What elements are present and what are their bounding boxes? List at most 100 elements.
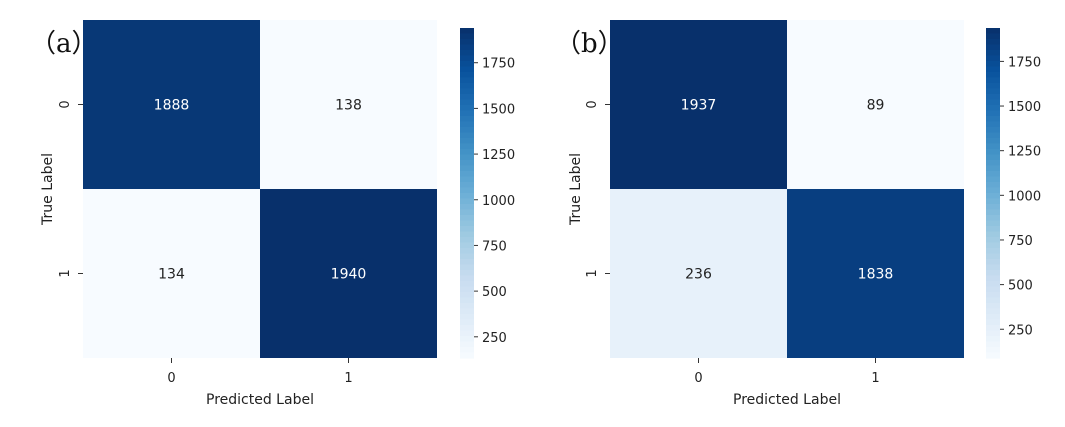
colorbar-segment (986, 171, 1000, 178)
colorbar-segment (986, 110, 1000, 117)
heatmap-cell (83, 189, 260, 358)
colorbar-segment (460, 330, 474, 337)
colorbar-segment (460, 143, 474, 150)
colorbar-segment (460, 187, 474, 194)
colorbar-segment (460, 341, 474, 348)
colorbar-segment (460, 28, 474, 35)
colorbar-tick-label: 500 (482, 285, 507, 300)
colorbar-segment (460, 204, 474, 211)
colorbar-segment (986, 50, 1000, 57)
heatmap-cell (610, 20, 787, 189)
colorbar-tick-label: 1750 (482, 57, 515, 72)
colorbar-tick-label: 1000 (1008, 189, 1041, 204)
colorbar-segment (460, 259, 474, 266)
x-axis-title: Predicted Label (733, 392, 841, 408)
x-tick-label: 0 (694, 371, 702, 386)
colorbar: 250 500 750 1000 1250 1500 1750 (460, 28, 515, 359)
colorbar-segment (460, 248, 474, 255)
colorbar-segment (460, 116, 474, 123)
colorbar-segment (986, 121, 1000, 128)
colorbar-segment (460, 215, 474, 222)
colorbar-segment (460, 77, 474, 84)
panel-label: （a） (30, 29, 98, 59)
colorbar-segment (460, 193, 474, 200)
colorbar-segment (986, 237, 1000, 244)
colorbar-segment (460, 149, 474, 156)
colorbar-segment (986, 303, 1000, 310)
colorbar-tick-label: 250 (1008, 323, 1033, 338)
colorbar-segment (986, 292, 1000, 299)
cell-value-label: 134 (158, 267, 185, 283)
colorbar-segment (460, 44, 474, 51)
colorbar-segment (460, 314, 474, 321)
colorbar-segment (460, 182, 474, 189)
colorbar-segment (986, 226, 1000, 233)
colorbar-segment (460, 264, 474, 271)
colorbar-segment (460, 253, 474, 260)
colorbar-segment (986, 83, 1000, 90)
colorbar-segment (460, 242, 474, 249)
colorbar-tick-label: 1750 (1008, 55, 1041, 70)
cell-value-label: 1937 (681, 98, 717, 114)
colorbar-segment (986, 193, 1000, 200)
colorbar-segment (986, 182, 1000, 189)
colorbar-tick-label: 500 (1008, 279, 1033, 294)
colorbar-segment (986, 248, 1000, 255)
colorbar-tick-label: 1250 (482, 148, 515, 163)
colorbar-segment (986, 187, 1000, 194)
colorbar-segment (986, 336, 1000, 343)
colorbar-segment (986, 154, 1000, 161)
colorbar-segment (986, 220, 1000, 227)
colorbar-segment (986, 105, 1000, 112)
colorbar-segment (986, 253, 1000, 260)
colorbar-tick-label: 750 (482, 239, 507, 254)
heatmap-cell (787, 20, 964, 189)
colorbar-segment (986, 33, 1000, 40)
colorbar-segment (460, 88, 474, 95)
colorbar-segment (986, 215, 1000, 222)
colorbar-segment (986, 297, 1000, 304)
colorbar-segment (460, 127, 474, 134)
colorbar-segment (986, 264, 1000, 271)
cell-value-label: 1940 (331, 267, 367, 283)
x-tick-label: 1 (344, 371, 352, 386)
colorbar-tick-label: 1500 (482, 102, 515, 117)
colorbar-segment (460, 237, 474, 244)
colorbar-segment (986, 28, 1000, 35)
colorbar-segment (460, 94, 474, 101)
colorbar-segment (460, 66, 474, 73)
colorbar-segment (986, 143, 1000, 150)
heatmap-panel-a: 1888 138 134 1940 0 1 0 1 Predicted Label True La… (30, 20, 515, 408)
colorbar-segment (460, 160, 474, 167)
colorbar-segment (986, 325, 1000, 332)
colorbar-tick-label: 1000 (482, 194, 515, 209)
colorbar-segment (460, 209, 474, 216)
colorbar-segment (460, 176, 474, 183)
cell-value-label: 1888 (154, 98, 190, 114)
colorbar-segment (986, 330, 1000, 337)
colorbar-segment (986, 204, 1000, 211)
colorbar: 250 500 750 1000 1250 1500 1750 (986, 28, 1041, 359)
colorbar-segment (460, 270, 474, 277)
colorbar-segment (460, 55, 474, 62)
y-axis-title: True Label (40, 153, 56, 226)
colorbar-segment (986, 286, 1000, 293)
colorbar-segment (460, 231, 474, 238)
heatmap-panel-b: 1937 89 236 1838 0 1 0 1 Predicted Label True Lab… (555, 20, 1041, 408)
heatmap-cell (787, 189, 964, 358)
colorbar-segment (986, 308, 1000, 315)
colorbar-segment (460, 154, 474, 161)
colorbar-segment (460, 308, 474, 315)
colorbar-segment (986, 242, 1000, 249)
colorbar-segment (986, 132, 1000, 139)
colorbar-segment (986, 66, 1000, 73)
panel-label: （b） (555, 29, 624, 59)
colorbar-segment (986, 259, 1000, 266)
colorbar-segment (986, 165, 1000, 172)
colorbar-segment (986, 72, 1000, 79)
colorbar-segment (460, 303, 474, 310)
colorbar-segment (460, 121, 474, 128)
colorbar-segment (460, 83, 474, 90)
colorbar-segment (986, 270, 1000, 277)
colorbar-segment (986, 209, 1000, 216)
